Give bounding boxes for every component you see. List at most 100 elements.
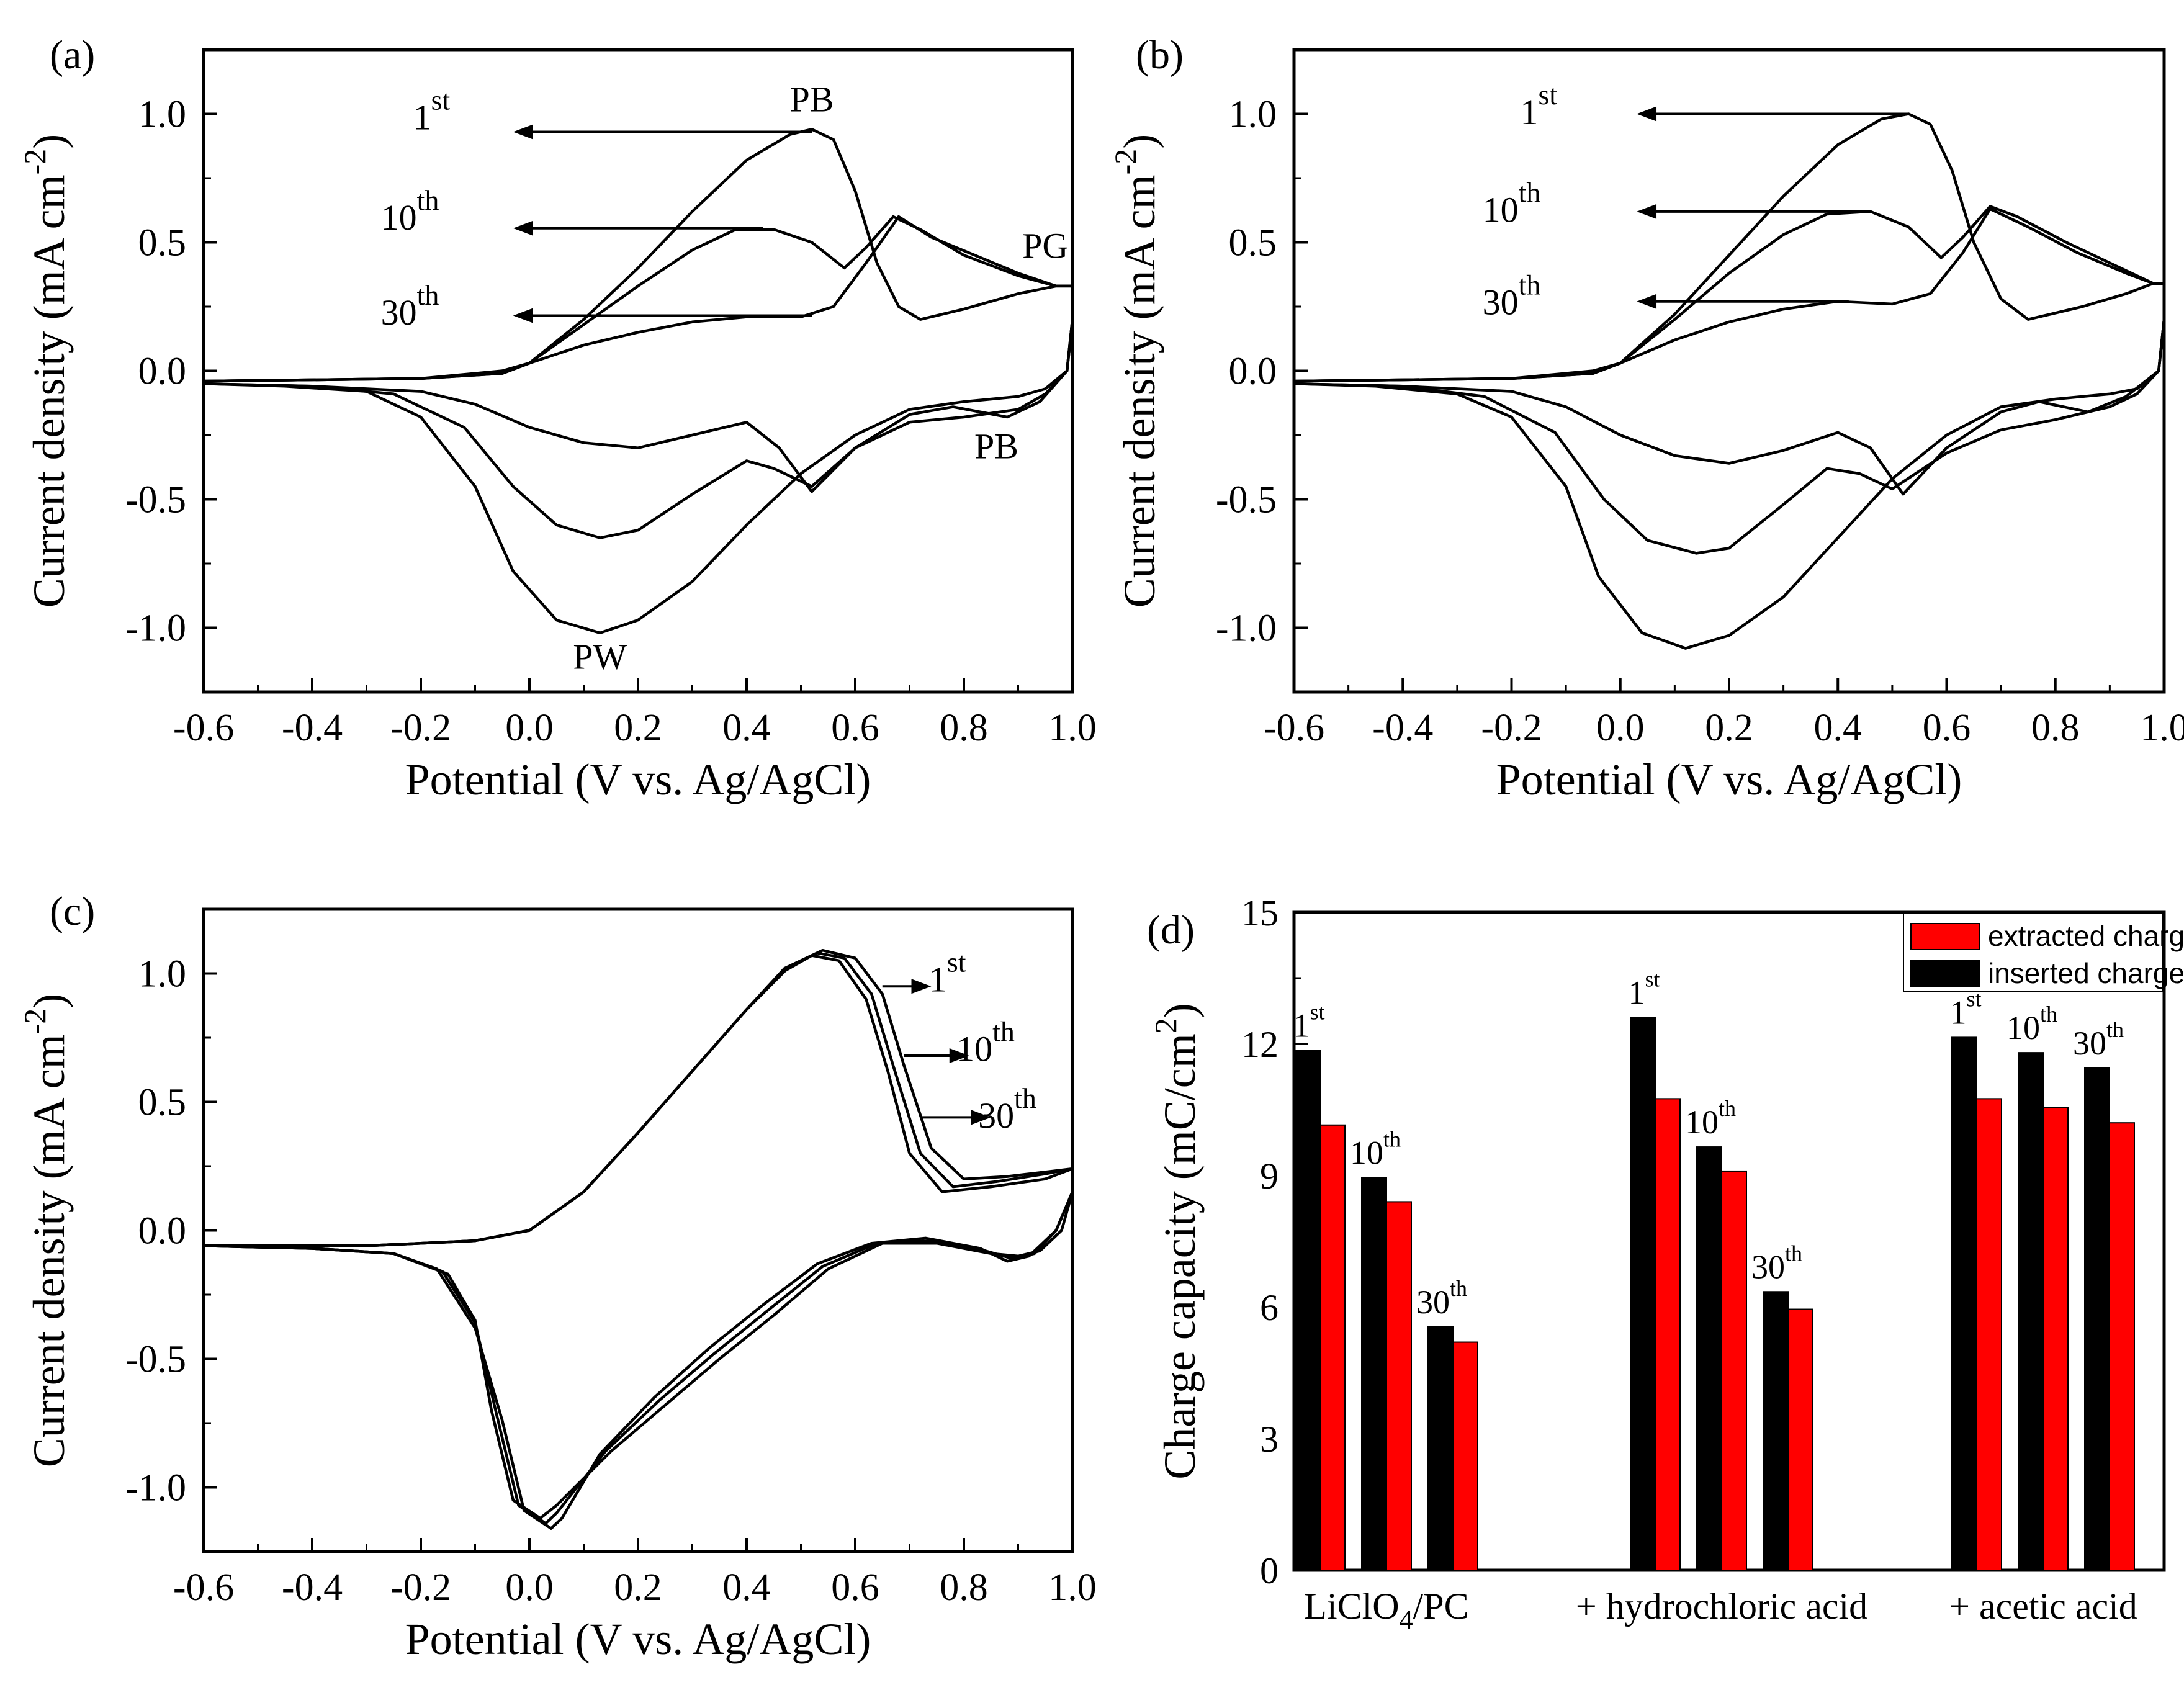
cv-curve-1st [202,128,1074,635]
x-axis-label: Potential (V vs. Ag/AgCl) [405,755,871,804]
cv-curve-1st [203,954,1074,1520]
cv-curve-10th [203,951,1074,1525]
bar-inserted-charge [1696,1146,1722,1571]
annotation-text: 30 [1483,282,1519,322]
annotation-superscript: th [992,1015,1015,1047]
panel-label: (c) [50,889,95,934]
annotation-superscript: st [947,946,966,978]
annotation-superscript: st [431,84,451,115]
panel-label: (d) [1147,907,1195,953]
annotation-label: PB [974,426,1018,466]
x-tick-label: 0.4 [722,707,771,749]
annotation-text: 10 [956,1028,992,1069]
y-tick-label: -0.5 [125,479,186,521]
y-tick-label: 12 [1241,1024,1278,1065]
group-label: + acetic acid [1949,1586,2137,1627]
x-tick-label: 0.0 [1596,707,1645,749]
cycle-label-text: 30 [1751,1248,1785,1285]
y-tick-label: 0.5 [138,222,187,264]
y-tick-label: 0.0 [1229,351,1277,393]
y-tick-label: 0.5 [1229,222,1277,264]
y-axis-label: Current density (mA cm-2) [1108,134,1164,608]
y-axis-label-superscript: -2 [1108,149,1143,175]
annotation-text: PW [573,637,627,677]
legend-swatch [1910,960,1980,987]
bar-inserted-charge [1763,1291,1789,1571]
annotation-superscript: st [1538,79,1557,110]
bar-inserted-charge [2084,1067,2110,1571]
panel-a: (a) -0.6 -0.4 -0.2 0.0 0.2 0.4 0.6 0.8 1.0 -1.0 -0.… [17,32,1097,804]
plot-frame [202,907,1074,1553]
cycle-label: 30th [2073,1017,2124,1062]
y-tick-label: -1.0 [125,1467,186,1509]
annotation-label: 30th [978,1082,1036,1136]
x-tick-label: 0.6 [831,707,879,749]
cycle-label: 10th [1685,1096,1736,1141]
cycle-label-text: 10 [2006,1009,2040,1046]
cycle-label: 30th [1751,1241,1802,1285]
bar-extracted-charge [2109,1122,2135,1571]
x-axis-label: Potential (V vs. Ag/AgCl) [1496,755,1962,804]
x-axis-label: Potential (V vs. Ag/AgCl) [405,1614,871,1664]
y-tick-label: 1.0 [1229,94,1277,136]
cycle-label-superscript: th [1719,1096,1736,1121]
annotation-superscript: th [1014,1082,1036,1114]
cycle-label-superscript: th [2040,1002,2057,1027]
annotation-arrowhead [1637,294,1657,309]
panel-c: (c) -0.6 -0.4 -0.2 0.0 0.2 0.4 0.6 0.8 1.0 -1.0 -0.… [17,889,1097,1664]
x-tick-label: 0.2 [614,1566,662,1609]
y-tick-label: 0 [1260,1550,1278,1591]
cycle-label-text: 30 [2073,1025,2106,1062]
bar-inserted-charge [2018,1052,2044,1571]
x-tick-label: -0.6 [173,1566,234,1609]
annotation-arrowhead [1637,204,1657,219]
cycle-label-text: 10 [1685,1103,1719,1141]
y-tick-label: -0.5 [1216,479,1277,521]
plot-frame [202,48,1074,694]
cycle-label-superscript: st [1310,1000,1324,1025]
y-axis-label: Charge capacity (mC/cm2) [1148,1003,1205,1479]
annotation-label: PB [790,79,834,119]
group-label-subscript: 4 [1400,1604,1413,1635]
y-tick-label: -1.0 [1216,608,1277,650]
annotation-superscript: th [1519,269,1541,300]
x-tick-label: -0.4 [282,707,343,749]
cv-curve-1st [1292,112,2166,650]
annotation-label: PG [1022,225,1068,266]
annotation-text: PG [1022,225,1068,266]
x-tick-label: 0.2 [1705,707,1753,749]
bar-inserted-charge [1361,1177,1387,1571]
cycle-label-superscript: th [1383,1127,1401,1152]
annotation-text: 30 [381,292,417,333]
cycle-label-text: 30 [1416,1283,1450,1321]
cv-curve-30th [202,215,1074,493]
cv-curve-30th [203,948,1074,1530]
y-axis-label-superscript: -2 [17,1009,52,1035]
x-tick-label: -0.4 [282,1566,343,1609]
legend-label: inserted charge [1988,957,2184,989]
cycle-label-superscript: th [1785,1241,1802,1265]
bar-extracted-charge [1386,1201,1412,1571]
annotation-arrowhead [971,1110,991,1125]
group-label-text: + hydrochloric acid [1576,1586,1867,1627]
annotation-text: PB [790,79,834,119]
bar-inserted-charge [1427,1326,1454,1571]
y-tick-label: 0.0 [138,1210,187,1252]
annotation-label: 10th [956,1015,1015,1069]
y-tick-label: 0.0 [138,351,187,393]
y-tick-label: 6 [1260,1287,1278,1328]
bar-extracted-charge [1655,1098,1681,1571]
x-tick-label: 1.0 [1048,1566,1097,1609]
annotation-label: 1st [929,946,966,999]
group-label-rest: /PC [1413,1586,1469,1627]
x-tick-label: 0.4 [1814,707,1863,749]
y-axis-label-close: ) [24,994,74,1009]
cv-curve-10th [202,215,1074,539]
annotation-label: PW [573,637,627,677]
cycle-label: 1st [1949,986,1981,1031]
annotation-label: 1st [1520,79,1557,132]
bar-inserted-charge [1630,1017,1656,1571]
group-label-text: + acetic acid [1949,1586,2137,1627]
